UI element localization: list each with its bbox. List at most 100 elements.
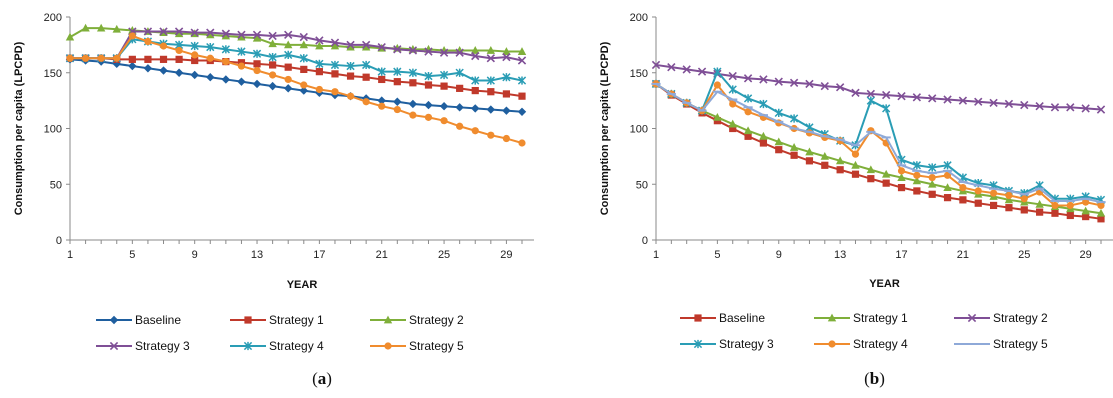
data-point bbox=[252, 49, 262, 58]
data-point bbox=[958, 96, 968, 105]
data-point bbox=[866, 96, 875, 105]
data-point bbox=[775, 146, 783, 154]
data-point bbox=[143, 64, 153, 73]
data-point bbox=[440, 82, 448, 90]
data-point bbox=[191, 51, 199, 59]
data-point bbox=[1051, 201, 1059, 210]
data-point bbox=[881, 169, 891, 178]
data-point bbox=[487, 131, 495, 139]
data-point bbox=[851, 88, 860, 97]
data-point bbox=[928, 94, 937, 103]
data-point bbox=[393, 97, 402, 106]
data-point bbox=[190, 41, 199, 51]
data-point bbox=[1066, 211, 1074, 220]
data-point bbox=[1096, 208, 1106, 217]
data-point bbox=[1082, 198, 1090, 206]
data-point bbox=[346, 42, 355, 51]
data-point bbox=[486, 105, 496, 114]
data-point bbox=[361, 42, 371, 51]
data-point bbox=[456, 84, 464, 92]
data-point bbox=[206, 54, 214, 62]
data-point bbox=[1050, 103, 1060, 112]
legend-item: Strategy 1 bbox=[230, 313, 324, 327]
data-point bbox=[284, 50, 293, 60]
data-point bbox=[330, 38, 340, 47]
data-point bbox=[487, 88, 495, 96]
data-point bbox=[713, 67, 722, 76]
data-point bbox=[989, 201, 998, 210]
data-point bbox=[408, 46, 418, 55]
data-point bbox=[502, 52, 511, 62]
series-strategy-2 bbox=[651, 60, 1106, 114]
x-tick-label: 9 bbox=[776, 249, 782, 261]
data-point bbox=[269, 71, 277, 79]
data-point bbox=[471, 86, 479, 95]
series-line bbox=[655, 63, 1102, 111]
data-point bbox=[928, 163, 937, 172]
data-point bbox=[897, 167, 906, 175]
data-point bbox=[697, 67, 707, 76]
data-point bbox=[518, 139, 526, 147]
data-point bbox=[713, 112, 722, 121]
series-line bbox=[655, 83, 1102, 204]
data-point bbox=[974, 187, 982, 195]
legend-item: Strategy 2 bbox=[370, 313, 464, 327]
data-point bbox=[315, 59, 324, 68]
panel-label: (b) bbox=[864, 369, 885, 388]
data-point bbox=[502, 47, 511, 55]
data-point bbox=[81, 54, 90, 62]
x-tick-label: 17 bbox=[313, 249, 325, 261]
legend-marker bbox=[243, 341, 253, 351]
data-point bbox=[744, 132, 752, 140]
legend-label: Strategy 5 bbox=[993, 337, 1048, 351]
legend-item: Strategy 3 bbox=[96, 339, 190, 353]
data-point bbox=[315, 85, 323, 94]
data-point bbox=[268, 53, 277, 62]
data-point bbox=[759, 139, 768, 147]
y-tick-label: 200 bbox=[630, 12, 648, 24]
data-point bbox=[728, 119, 737, 128]
legend: Baseline Strategy 1 Strategy 2 Strategy 3 St… bbox=[96, 313, 464, 353]
data-point bbox=[974, 97, 983, 106]
data-point bbox=[439, 48, 449, 57]
data-point bbox=[1020, 206, 1028, 214]
data-point bbox=[1005, 191, 1013, 199]
y-tick-label: 50 bbox=[636, 179, 648, 191]
x-tick-label: 17 bbox=[895, 249, 907, 261]
data-point bbox=[299, 54, 308, 63]
legend-label: Strategy 2 bbox=[409, 313, 464, 327]
x-tick-label: 5 bbox=[714, 249, 720, 261]
legend-item: Baseline bbox=[680, 311, 765, 325]
data-point bbox=[330, 60, 340, 70]
data-point bbox=[1066, 103, 1075, 112]
data-point bbox=[989, 98, 998, 108]
data-point bbox=[300, 81, 308, 89]
data-point bbox=[729, 100, 737, 108]
data-point bbox=[424, 100, 433, 110]
data-point bbox=[174, 27, 184, 36]
legend-marker bbox=[694, 314, 702, 322]
y-tick-label: 200 bbox=[44, 12, 62, 24]
data-point bbox=[1020, 195, 1028, 203]
data-point bbox=[191, 56, 199, 65]
data-point bbox=[377, 96, 386, 105]
data-point bbox=[424, 113, 433, 121]
data-point bbox=[728, 85, 737, 94]
data-point bbox=[378, 102, 386, 110]
data-point bbox=[252, 79, 262, 89]
data-point bbox=[440, 117, 448, 125]
legend-label: Strategy 3 bbox=[135, 339, 190, 353]
data-point bbox=[65, 32, 75, 41]
x-axis-title: YEAR bbox=[869, 278, 900, 290]
data-point bbox=[174, 29, 184, 38]
data-point bbox=[805, 79, 814, 89]
data-point bbox=[820, 151, 829, 160]
data-point bbox=[959, 183, 967, 192]
data-point bbox=[455, 68, 464, 77]
data-point bbox=[221, 75, 231, 84]
data-point bbox=[743, 94, 753, 103]
data-point bbox=[221, 29, 231, 38]
data-point bbox=[486, 76, 495, 85]
data-point bbox=[805, 157, 814, 165]
legend-label: Baseline bbox=[135, 313, 181, 327]
